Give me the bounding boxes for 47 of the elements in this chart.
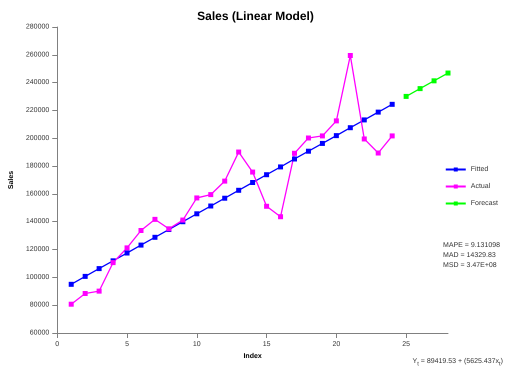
point bbox=[292, 156, 297, 162]
point bbox=[334, 133, 339, 138]
point bbox=[96, 266, 102, 272]
point bbox=[138, 228, 144, 233]
point bbox=[264, 204, 270, 209]
point bbox=[124, 250, 130, 256]
point bbox=[446, 70, 450, 76]
point bbox=[362, 117, 367, 122]
point bbox=[320, 140, 325, 146]
point bbox=[236, 188, 242, 193]
point bbox=[236, 150, 242, 155]
point bbox=[432, 78, 437, 84]
point bbox=[306, 135, 311, 140]
point bbox=[152, 234, 158, 240]
point bbox=[418, 86, 423, 92]
point bbox=[334, 118, 339, 124]
point bbox=[96, 288, 102, 294]
point bbox=[194, 211, 200, 216]
point bbox=[222, 196, 228, 201]
point bbox=[68, 302, 74, 307]
point bbox=[82, 274, 88, 279]
point bbox=[208, 192, 214, 198]
point bbox=[348, 125, 353, 130]
point bbox=[306, 148, 311, 154]
point bbox=[250, 180, 256, 186]
point bbox=[250, 170, 256, 175]
point bbox=[390, 102, 395, 107]
point bbox=[152, 216, 158, 222]
point bbox=[362, 136, 367, 142]
point bbox=[208, 204, 214, 209]
point bbox=[278, 214, 284, 220]
point bbox=[264, 172, 270, 178]
point bbox=[376, 110, 381, 115]
point bbox=[124, 245, 130, 250]
point bbox=[348, 53, 353, 58]
point bbox=[404, 94, 409, 99]
point bbox=[376, 150, 381, 156]
point bbox=[292, 150, 297, 156]
point bbox=[138, 242, 144, 248]
point bbox=[320, 133, 325, 138]
chart-title: Sales (Linear Model) bbox=[197, 9, 314, 23]
point bbox=[82, 291, 88, 296]
point bbox=[222, 178, 228, 184]
point bbox=[68, 282, 74, 287]
point bbox=[194, 195, 200, 200]
point bbox=[278, 164, 284, 170]
point bbox=[390, 133, 395, 138]
